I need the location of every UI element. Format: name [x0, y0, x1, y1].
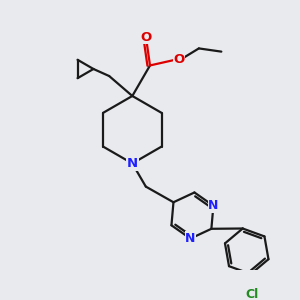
Text: N: N	[208, 199, 219, 212]
Text: N: N	[127, 157, 138, 170]
Text: O: O	[140, 31, 152, 44]
Text: N: N	[185, 232, 196, 245]
Text: O: O	[173, 52, 184, 65]
Text: Cl: Cl	[246, 287, 259, 300]
